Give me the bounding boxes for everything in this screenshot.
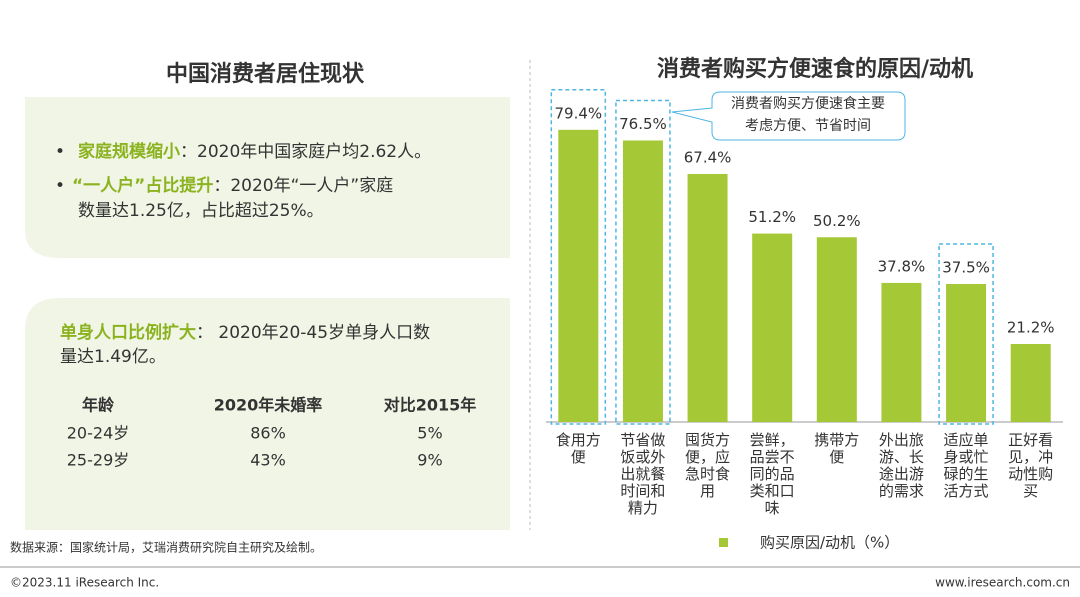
value-label: 50.2% xyxy=(813,212,861,230)
annotation: 消费者购买方便速食主要 xyxy=(731,95,885,112)
bar xyxy=(558,129,599,423)
chart-title: 消费者购买方便速食的原因/动机 xyxy=(657,56,973,82)
label-line: 味 xyxy=(765,499,780,517)
x-tick-label: 外出旅游、长途出游的需求 xyxy=(879,431,924,500)
bullet: • xyxy=(55,176,65,196)
x-tick-label: 正好看见，冲动性购买 xyxy=(1008,431,1053,500)
url: www.iresearch.com.cn xyxy=(935,576,1070,590)
label-line: 同的品 xyxy=(750,465,795,483)
label-line: 携带方 xyxy=(814,431,859,449)
bar xyxy=(946,284,987,422)
label-line: 类和口 xyxy=(750,482,795,500)
legend-swatch xyxy=(719,538,728,547)
table-header: 2020年未婚率 xyxy=(214,396,323,415)
label-line: 食用方 xyxy=(556,431,601,449)
bullet-text: 家庭规模缩小：2020年中国家庭户均2.62人。 xyxy=(78,141,431,162)
label-line: 品尝不 xyxy=(750,448,795,466)
x-tick-label: 携带方便 xyxy=(814,431,859,466)
label-line: 出就餐 xyxy=(620,465,665,483)
bullet-body: ：2020年中国家庭户均2.62人。 xyxy=(180,142,431,162)
left-title: 中国消费者居住现状 xyxy=(166,61,365,87)
label-line: 用 xyxy=(700,482,715,500)
label-line: 便 xyxy=(571,448,586,466)
bullet: • xyxy=(55,142,65,162)
label-line: 外出旅 xyxy=(879,431,924,449)
bar xyxy=(752,233,793,422)
table-header: 年龄 xyxy=(82,396,115,415)
x-tick-label: 节省做饭或外出就餐时间和精力 xyxy=(620,431,665,517)
value-label: 37.5% xyxy=(942,259,990,277)
highlight-box xyxy=(550,89,607,425)
annotation: 考虑方便、节省时间 xyxy=(745,118,871,134)
annotation-box xyxy=(671,91,906,141)
label-line: 时间和 xyxy=(620,482,665,500)
bar xyxy=(622,140,663,423)
x-tick-label: 适应单身或忙碌的生活方式 xyxy=(944,431,989,500)
x-tick-label: 囤货方便，应急时食用 xyxy=(685,431,730,500)
label-line: 饭或外 xyxy=(620,448,665,466)
label-line: 节省做 xyxy=(620,431,665,449)
value-label: 37.8% xyxy=(878,257,926,275)
table-cell: 25-29岁 xyxy=(67,451,130,470)
highlight-box xyxy=(938,243,994,425)
x-tick-label: 尝鲜，品尝不同的品类和口味 xyxy=(750,431,795,517)
source: 数据来源：国家统计局，艾瑞消费研究院自主研究及绘制。 xyxy=(10,540,322,555)
bullet-lead: “一人户”占比提升 xyxy=(72,175,213,196)
table-header: 对比2015年 xyxy=(384,396,477,415)
x-tick-label: 食用方便 xyxy=(556,431,601,466)
value-label: 76.5% xyxy=(619,115,667,133)
label-line: 便，应 xyxy=(685,448,730,466)
label-line: 便 xyxy=(829,448,844,466)
table-cell: 43% xyxy=(250,451,286,470)
bar xyxy=(816,237,857,422)
copyright: ©2023.11 iResearch Inc. xyxy=(10,576,159,590)
bar xyxy=(687,173,728,422)
label-line: 动性购 xyxy=(1008,465,1053,483)
label-line: 囤货方 xyxy=(685,431,730,449)
table-cell: 86% xyxy=(250,424,286,443)
bar xyxy=(1010,343,1051,422)
single-lead: 单身人口比例扩大 xyxy=(60,322,196,343)
label-line: 正好看 xyxy=(1008,431,1053,449)
label-line: 活方式 xyxy=(944,482,989,500)
value-label: 51.2% xyxy=(748,208,796,226)
bullet-text: 数量达1.25亿，占比超过25%。 xyxy=(78,201,324,221)
label-line: 游、长 xyxy=(879,448,924,466)
label-line: 见，冲 xyxy=(1008,448,1053,466)
info-box xyxy=(25,97,510,258)
label-line: 适应单 xyxy=(944,431,989,449)
bar xyxy=(881,282,922,422)
bullet-body: ：2020年“一人户”家庭 xyxy=(213,176,393,196)
label-line: 尝鲜， xyxy=(750,431,795,449)
label-line: 精力 xyxy=(628,499,658,517)
value-label: 79.4% xyxy=(554,104,602,122)
single-text: 量达1.49亿。 xyxy=(60,347,166,367)
label-line: 急时食 xyxy=(685,465,730,483)
label-line: 途出游 xyxy=(879,465,924,483)
value-label: 67.4% xyxy=(684,148,732,166)
value-label: 21.2% xyxy=(1007,318,1055,336)
bullet-text: “一人户”占比提升：2020年“一人户”家庭 xyxy=(72,175,393,196)
table-cell: 5% xyxy=(417,424,442,443)
bullet-lead: 家庭规模缩小 xyxy=(78,141,180,162)
label-line: 的需求 xyxy=(879,482,924,500)
info-box xyxy=(25,298,510,530)
label-line: 碌的生 xyxy=(944,465,989,483)
single-body: ： 2020年20-45岁单身人口数 xyxy=(196,323,430,343)
label-line: 买 xyxy=(1023,482,1038,500)
table-cell: 20-24岁 xyxy=(67,424,130,443)
table-cell: 9% xyxy=(417,451,442,470)
label-line: 身或忙 xyxy=(944,448,989,466)
single-text: 单身人口比例扩大： 2020年20-45岁单身人口数 xyxy=(60,322,430,343)
legend-label: 购买原因/动机（%） xyxy=(760,534,899,552)
